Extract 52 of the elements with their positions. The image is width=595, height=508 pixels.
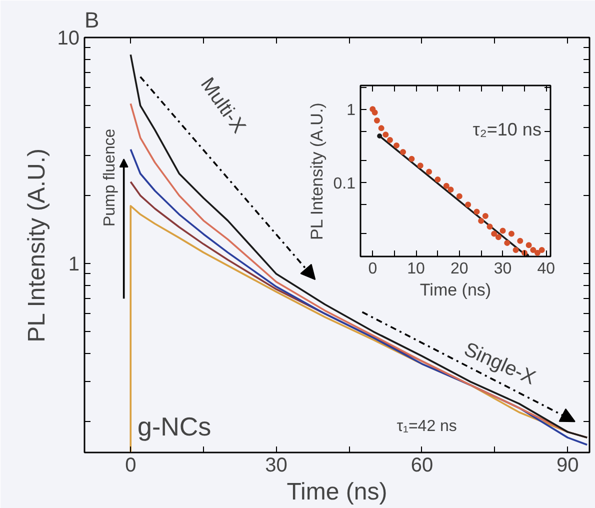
- point: [372, 110, 378, 116]
- point: [394, 142, 400, 148]
- point: [443, 182, 450, 189]
- point: [400, 149, 406, 156]
- x-tick-label: 90: [556, 454, 579, 476]
- point: [491, 230, 498, 237]
- point: [478, 218, 484, 224]
- point: [465, 202, 472, 208]
- point: [434, 176, 441, 182]
- x-tick-label: 30: [265, 454, 288, 476]
- point: [387, 136, 393, 143]
- x-axis-title: Time (ns): [286, 478, 388, 506]
- x-axis-title: Time (ns): [420, 280, 492, 300]
- point: [530, 247, 536, 254]
- y-tick-label: 1: [68, 254, 80, 276]
- x-tick-label: 30: [494, 260, 512, 278]
- point: [482, 212, 488, 219]
- point: [495, 234, 502, 240]
- point: [456, 193, 462, 200]
- x-tick-label: 0: [125, 454, 136, 476]
- x-tick-label: 0: [368, 260, 378, 278]
- annotation: τ₁=42 ns: [396, 418, 457, 436]
- x-tick-label: 40: [537, 260, 556, 278]
- point: [500, 228, 506, 234]
- point: [517, 238, 524, 244]
- point: [504, 240, 510, 246]
- point: [417, 162, 424, 169]
- x-tick-label: 10: [407, 260, 426, 278]
- point: [508, 230, 514, 237]
- point: [377, 134, 382, 139]
- point: [374, 118, 380, 124]
- point: [526, 242, 532, 248]
- annotation: g-NCs: [137, 412, 212, 442]
- point: [426, 168, 432, 175]
- point: [474, 208, 480, 215]
- annotation: Pump fluence: [102, 128, 119, 227]
- y-axis-title: PL Intensity (A.U.): [23, 148, 50, 342]
- y-tick-label: 0.1: [333, 175, 356, 192]
- x-tick-label: 20: [450, 260, 468, 278]
- annotation: τ₂=10 ns: [472, 119, 542, 140]
- point: [538, 247, 545, 254]
- point: [378, 125, 384, 132]
- y-axis-title: PL Intensity (A.U.): [307, 102, 326, 240]
- point: [512, 247, 519, 254]
- point: [448, 186, 454, 193]
- x-tick-label: 60: [410, 454, 434, 476]
- point: [486, 224, 493, 230]
- point: [382, 132, 389, 138]
- point: [534, 250, 540, 256]
- point: [408, 156, 415, 162]
- y-tick-label: 1: [346, 102, 356, 120]
- chart-title: B: [84, 8, 100, 32]
